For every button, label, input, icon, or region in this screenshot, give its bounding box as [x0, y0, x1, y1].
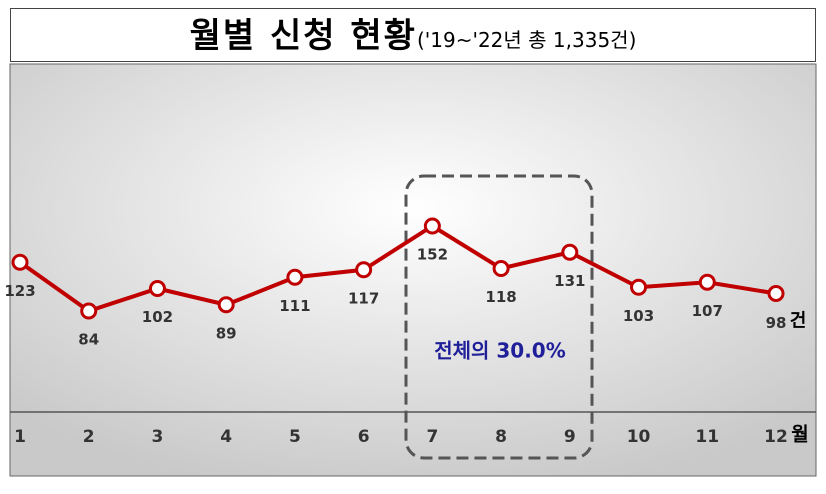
value-label: 111 [279, 297, 310, 315]
point [561, 243, 579, 261]
x-tick-label: 10 [627, 427, 651, 447]
chart-title: 월별 신청 현황 [189, 16, 417, 56]
value-label: 102 [142, 308, 173, 326]
point [217, 296, 235, 314]
x-tick-label: 7 [426, 427, 438, 447]
value-label: 118 [485, 288, 516, 306]
value-label: 84 [78, 331, 99, 349]
value-label: 117 [348, 289, 379, 307]
point [630, 278, 648, 296]
value-label: 123 [4, 282, 35, 300]
annotation: 전체의 30.0% [434, 339, 566, 363]
point [355, 261, 373, 279]
value-label: 98 [766, 314, 787, 332]
highlight-box [404, 174, 594, 460]
value-label: 131 [554, 272, 585, 290]
x-tick-label: 2 [83, 427, 95, 447]
plot-background [9, 63, 817, 477]
x-unit: 월 [791, 424, 808, 446]
x-tick-label: 11 [695, 427, 719, 447]
x-tick-label: 8 [495, 427, 507, 447]
point [698, 273, 716, 291]
x-tick-label: 6 [358, 427, 370, 447]
chart-subtitle: ('19~'22년 총 1,335건) [416, 28, 637, 52]
title-box: 월별 신청 현황('19~'22년 총 1,335건) [10, 8, 816, 62]
point [80, 302, 98, 320]
point [148, 280, 166, 297]
point [11, 253, 29, 271]
value-label: 89 [216, 324, 237, 342]
series-line [18, 223, 777, 314]
point [492, 260, 510, 277]
point [423, 217, 441, 235]
x-tick-label: 3 [152, 427, 164, 447]
x-tick-label: 1 [14, 427, 26, 447]
value-label: 152 [417, 246, 448, 264]
value-label: 103 [623, 307, 654, 325]
value-unit: 건 [790, 311, 807, 332]
x-tick-label: 4 [220, 427, 232, 447]
x-tick-label: 9 [564, 427, 576, 447]
point [286, 268, 304, 286]
value-label: 107 [692, 302, 723, 320]
point [767, 285, 785, 302]
x-tick-label: 5 [289, 427, 301, 447]
x-tick-label: 12 [764, 427, 788, 447]
